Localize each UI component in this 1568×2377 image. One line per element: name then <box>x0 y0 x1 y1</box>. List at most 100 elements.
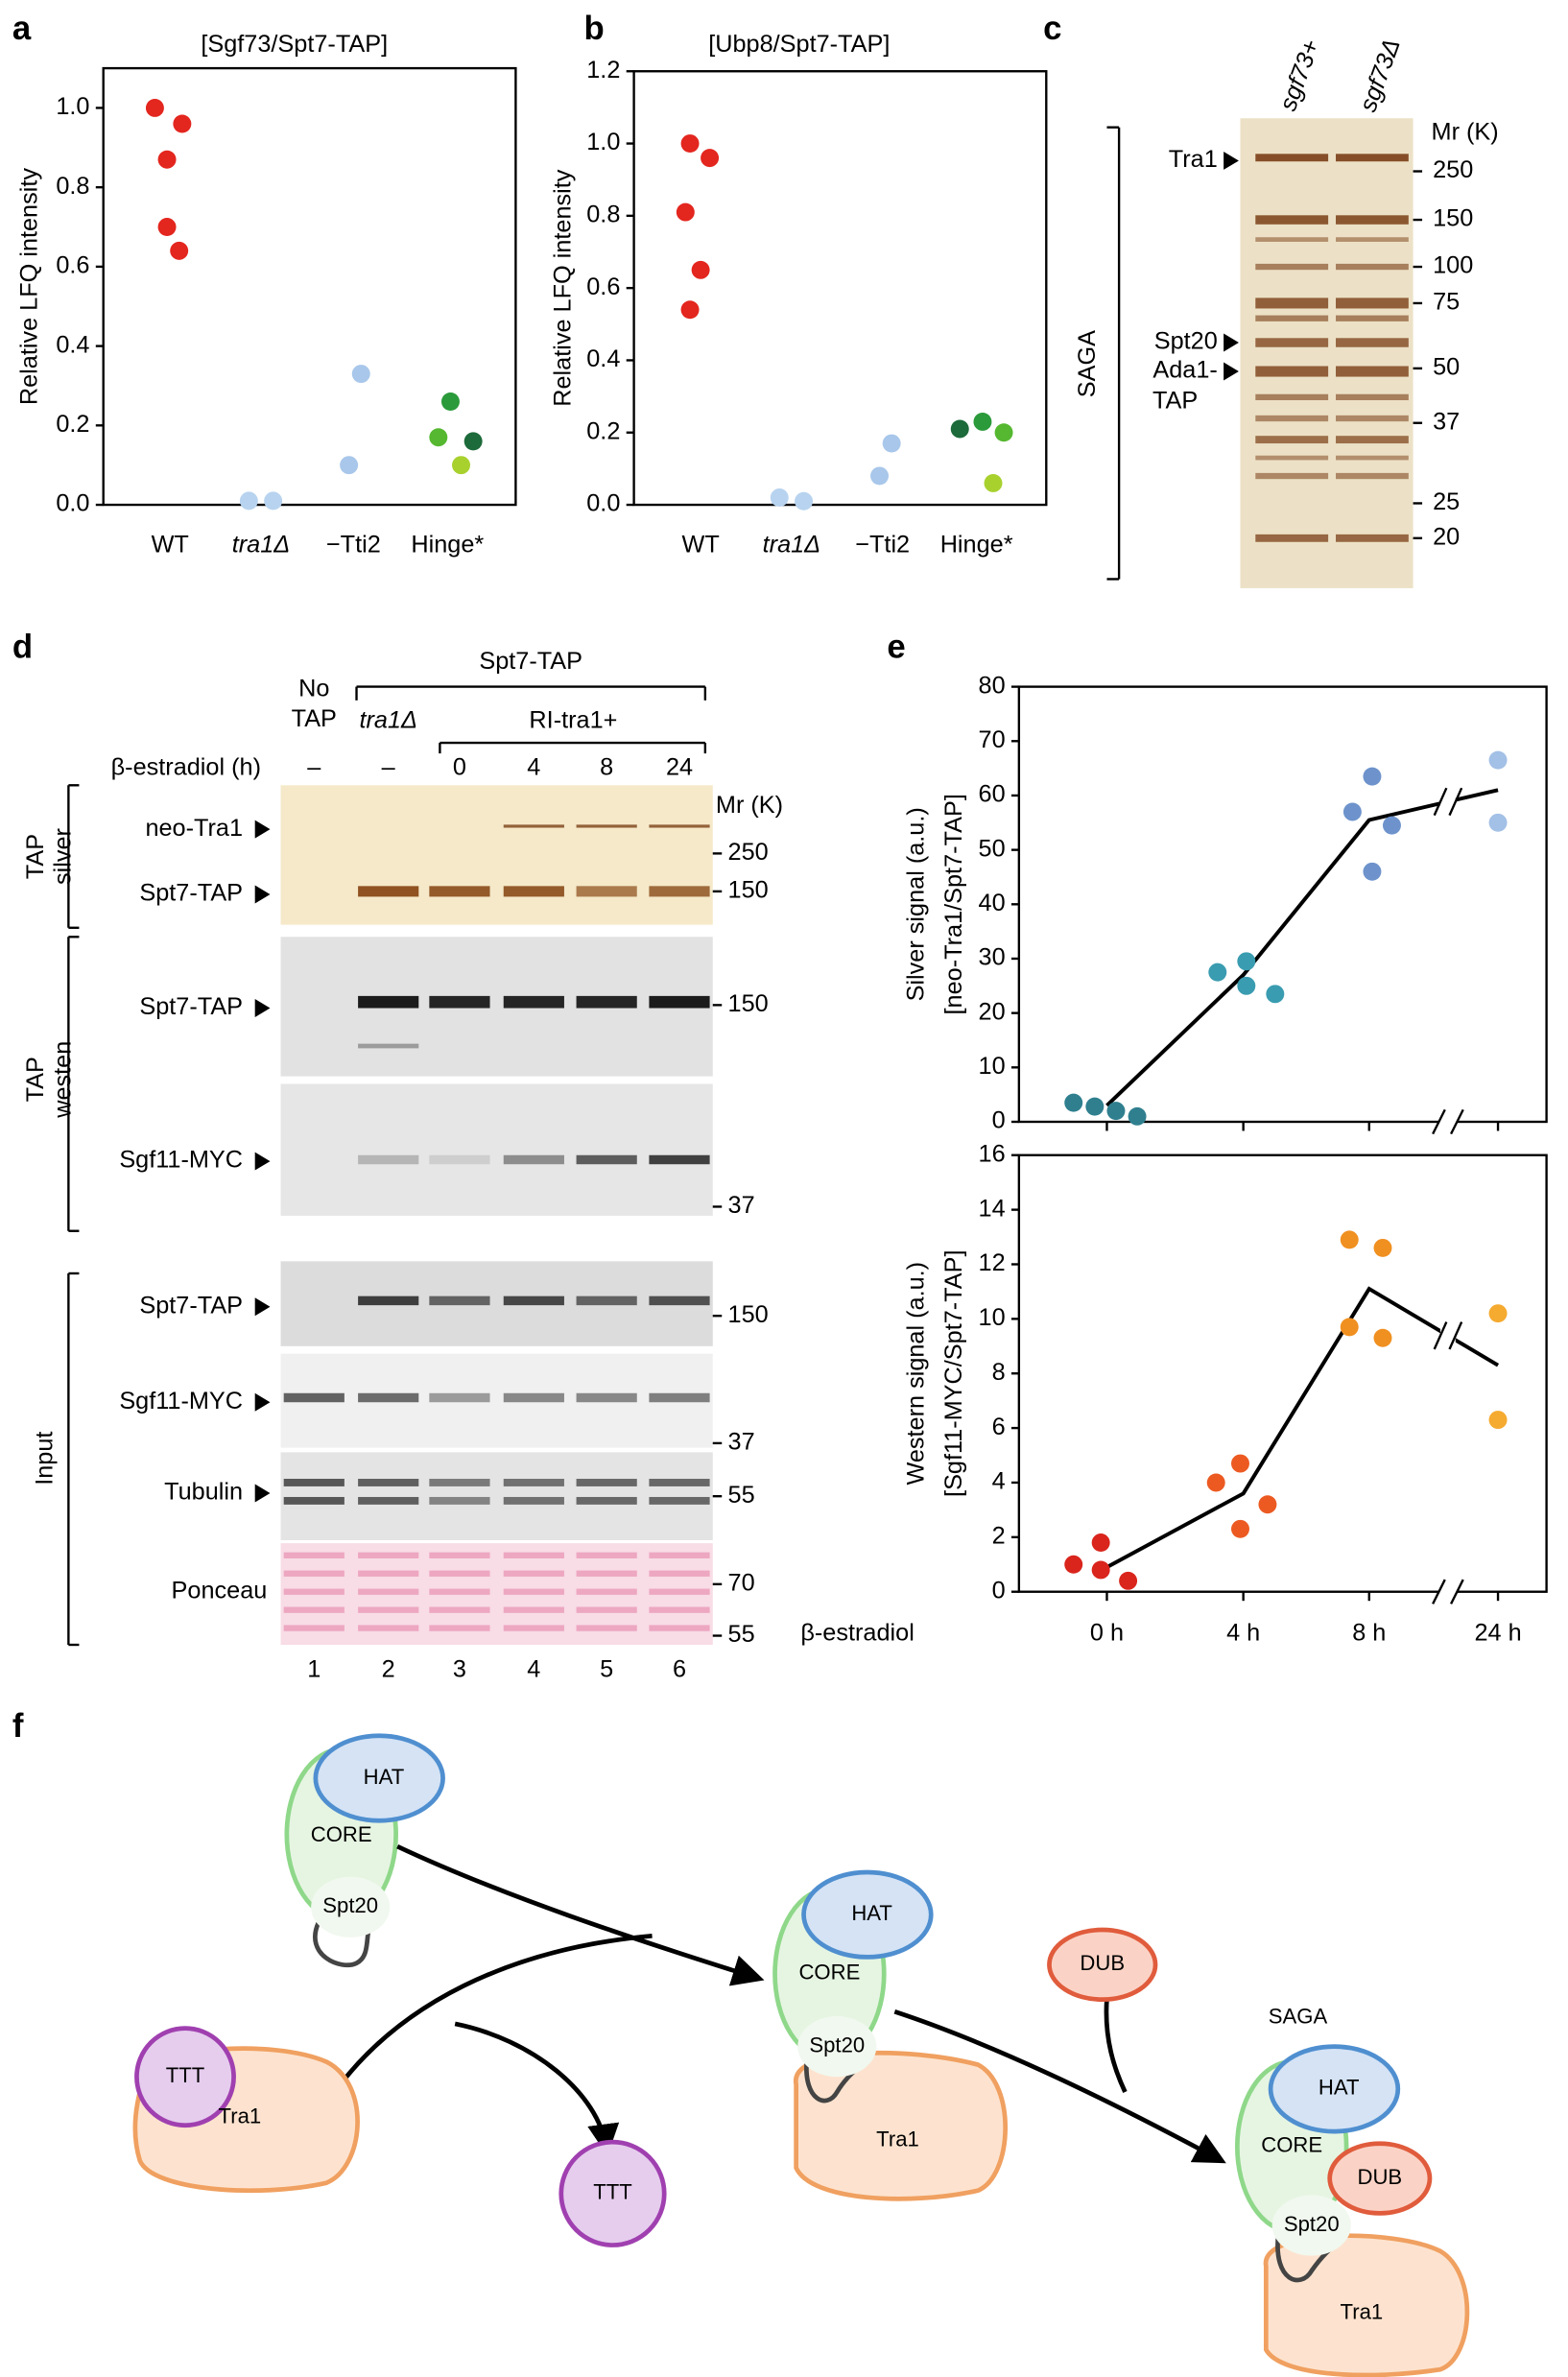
band <box>358 995 419 1009</box>
band <box>649 1606 710 1613</box>
axis-break <box>1438 1117 1458 1127</box>
label: 0.8 <box>56 173 89 200</box>
label: DUB <box>1080 1951 1125 1975</box>
label: 6 <box>673 1656 686 1683</box>
band <box>1336 366 1409 377</box>
point <box>157 218 177 237</box>
label: Tra1 <box>1169 146 1218 173</box>
point <box>1373 1328 1392 1347</box>
label: 0.2 <box>56 411 89 438</box>
point <box>1106 1102 1126 1121</box>
band <box>503 1479 564 1486</box>
label: Ponceau <box>172 1577 268 1604</box>
band <box>1336 297 1409 309</box>
band <box>358 1154 419 1165</box>
band <box>358 1392 419 1403</box>
arrow <box>1104 1997 1128 2094</box>
label: 37 <box>728 1192 755 1219</box>
band <box>503 1496 564 1505</box>
point <box>882 434 901 453</box>
band <box>429 1625 490 1631</box>
label: Spt7-TAP <box>139 1292 243 1319</box>
point <box>973 412 992 431</box>
band <box>283 1496 344 1505</box>
axis-break <box>1432 1108 1446 1135</box>
dub <box>1327 2141 1433 2216</box>
label: 150 <box>728 1301 769 1328</box>
band <box>576 1295 637 1306</box>
label: TAP <box>292 705 337 732</box>
band <box>429 1295 490 1306</box>
arrow <box>893 2009 1226 2164</box>
line-break <box>1433 1321 1448 1350</box>
label: sgf73+ <box>1274 36 1324 115</box>
point <box>1382 816 1401 835</box>
label: SAGA <box>1074 330 1101 397</box>
label: 10 <box>979 1304 1006 1331</box>
band <box>649 1392 710 1403</box>
point <box>429 428 448 447</box>
band <box>576 1570 637 1577</box>
band <box>649 1588 710 1595</box>
spt20 <box>1271 2195 1351 2256</box>
point <box>1091 1560 1110 1580</box>
dub <box>1047 1927 1158 2003</box>
band <box>503 995 564 1009</box>
band <box>1336 415 1409 422</box>
label: HAT <box>851 1901 892 1925</box>
band <box>358 1496 419 1505</box>
arrow <box>454 2021 620 2156</box>
band <box>358 1295 419 1306</box>
spt20 <box>797 2016 877 2078</box>
arrowhead <box>254 1392 271 1412</box>
band <box>649 1570 710 1577</box>
band <box>1336 472 1409 480</box>
band <box>649 824 710 828</box>
point <box>1091 1533 1110 1553</box>
band <box>358 1625 419 1631</box>
point <box>1488 1411 1508 1430</box>
point <box>1085 1097 1105 1116</box>
arrow <box>323 1933 653 2105</box>
label: CORE <box>1261 2133 1322 2157</box>
band <box>649 1552 710 1558</box>
arrowhead <box>254 820 271 839</box>
point <box>1064 1555 1083 1574</box>
label: 1.0 <box>586 129 620 155</box>
label: 70 <box>728 1569 755 1596</box>
label: Mr (K) <box>1432 119 1499 146</box>
label: 0.8 <box>586 202 620 228</box>
label: TTT <box>166 2063 205 2087</box>
label: Spt20 <box>1284 2212 1340 2236</box>
label: TTT <box>593 2180 632 2204</box>
band <box>283 1588 344 1595</box>
band <box>1336 154 1409 162</box>
blot <box>280 1543 713 1645</box>
band <box>358 1606 419 1613</box>
label: 1.2 <box>586 57 620 83</box>
band <box>283 1606 344 1613</box>
band <box>1336 215 1409 225</box>
line-break <box>1448 787 1463 817</box>
point <box>1237 976 1256 995</box>
label: 1 <box>307 1656 321 1683</box>
label: Relative LFQ intensity <box>550 169 577 407</box>
label: e <box>887 629 905 665</box>
point <box>950 419 969 439</box>
band <box>576 1588 637 1595</box>
blot <box>280 1083 713 1216</box>
label: silver <box>49 828 76 885</box>
point <box>239 491 258 511</box>
band <box>576 1496 637 1505</box>
label: Sgf11-MYC <box>119 1388 243 1414</box>
label: 55 <box>728 1621 755 1648</box>
point <box>264 491 283 511</box>
band <box>429 1154 490 1165</box>
label: tra1Δ <box>359 707 416 734</box>
label: 0.2 <box>586 417 620 444</box>
band <box>503 1570 564 1577</box>
band <box>283 1570 344 1577</box>
band <box>576 824 637 828</box>
label: 55 <box>728 1482 755 1509</box>
mean-line <box>1105 1286 1500 1569</box>
